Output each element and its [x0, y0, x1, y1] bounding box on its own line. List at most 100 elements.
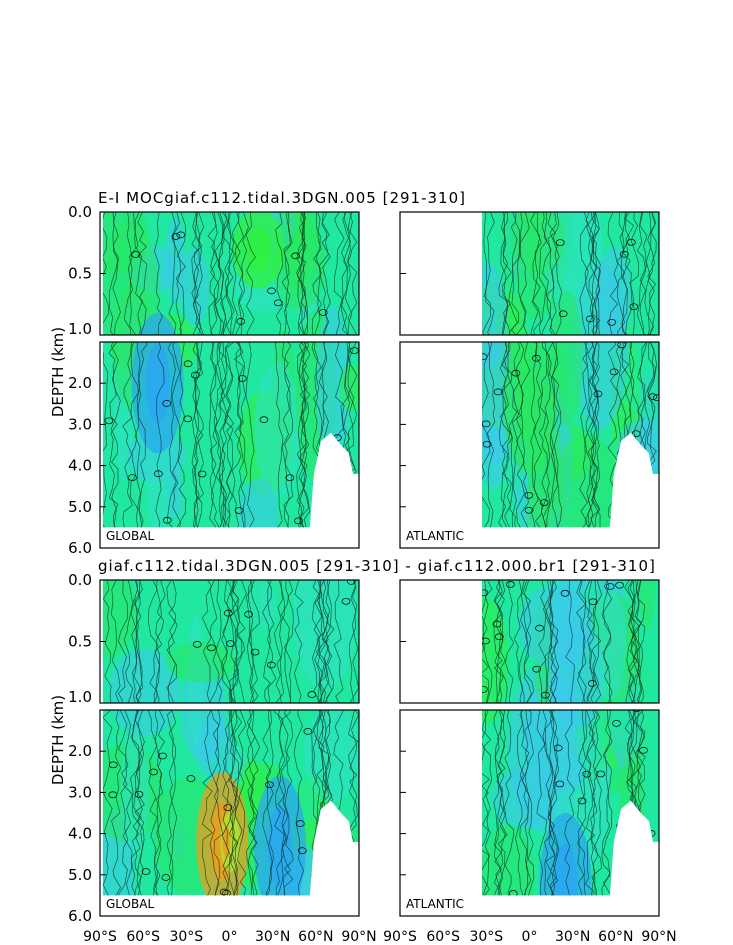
contour-line — [590, 212, 601, 528]
contour-line — [538, 212, 548, 528]
contour-line — [134, 580, 145, 896]
contour-circle — [154, 470, 163, 478]
contour-line — [310, 580, 322, 896]
contour-circle — [134, 790, 144, 798]
axes-frame-lower — [399, 341, 660, 549]
contour-circle — [131, 251, 141, 258]
contour-line — [541, 212, 552, 528]
field-layer — [98, 212, 661, 896]
contour-line — [108, 212, 119, 528]
contour-line — [564, 580, 575, 896]
contour-line — [223, 212, 234, 528]
contour-line — [130, 580, 141, 896]
contour-line — [547, 580, 558, 896]
contour-line — [584, 580, 596, 896]
feature-core-max-0 — [517, 363, 542, 444]
contour-circle — [620, 484, 630, 492]
xtick-label: 30°N — [255, 929, 290, 945]
contour-line — [201, 580, 213, 896]
contour-line — [493, 580, 504, 896]
field-patch — [596, 247, 631, 343]
contour-line — [191, 212, 201, 528]
contour-circle — [508, 890, 518, 896]
contour-line — [236, 580, 247, 896]
contour-line — [153, 580, 163, 896]
contour-circle — [222, 889, 231, 896]
contour-circle — [234, 507, 244, 514]
contour-line — [607, 212, 619, 528]
contour-line — [192, 212, 204, 528]
contour-circle — [186, 775, 196, 782]
contour-circle — [237, 375, 247, 382]
contour-line — [232, 580, 243, 896]
contour-line — [122, 212, 133, 528]
contour-circle — [494, 633, 504, 641]
contour-circle — [607, 318, 617, 326]
contour-circle — [492, 620, 502, 628]
contour-circle — [482, 589, 489, 597]
contour-line — [510, 212, 522, 528]
contour-line — [122, 580, 134, 896]
contour-line — [296, 212, 307, 528]
xtick-label: 60°S — [426, 929, 460, 945]
contour-line — [129, 212, 139, 528]
contour-line — [166, 212, 177, 528]
contour-line — [207, 212, 217, 528]
contour-circle — [587, 680, 597, 687]
ytick-label: 3.0 — [68, 783, 92, 801]
contour-line — [577, 580, 588, 896]
contour-line — [485, 212, 496, 528]
contour-circle — [524, 491, 534, 499]
contour-line — [283, 580, 294, 896]
contour-circle — [493, 388, 503, 396]
section2-ylabel: DEPTH (km) — [49, 695, 67, 785]
field-patch — [638, 580, 656, 630]
contour-line — [245, 212, 256, 528]
axes-frame-lower — [99, 341, 360, 549]
axis-gap — [398, 335, 661, 342]
axis-gap — [98, 335, 361, 342]
contour-circle — [307, 691, 317, 698]
contour-line — [209, 580, 220, 896]
contour-circle — [626, 238, 636, 246]
contour-line — [347, 212, 358, 528]
contour-line — [546, 212, 556, 528]
axes-frame-lower — [99, 709, 360, 917]
contour-circle — [341, 597, 351, 605]
contour-circle — [555, 239, 565, 246]
contour-line — [584, 212, 595, 528]
field-patch — [304, 705, 359, 802]
contour-circle — [619, 826, 629, 834]
basin-label-global: GLOBAL — [106, 529, 154, 543]
contour-circle — [629, 303, 639, 311]
field-patch — [482, 824, 536, 896]
field-patch — [549, 622, 606, 729]
contour-circle — [183, 415, 192, 423]
contour-circle — [648, 393, 658, 400]
xtick-label: 0° — [222, 929, 238, 945]
contour-line — [507, 212, 518, 528]
contour-line — [219, 212, 231, 528]
contour-line — [102, 580, 113, 896]
contour-line — [529, 212, 541, 528]
contour-circle — [197, 470, 207, 478]
contour-circle — [593, 390, 603, 398]
contour-circle — [532, 665, 542, 673]
contour-circle — [207, 644, 216, 652]
contour-circle — [266, 661, 276, 669]
feature-core-min-0 — [145, 343, 170, 424]
contour-circle — [297, 847, 307, 854]
contour-line — [549, 580, 560, 896]
basin-label-atlantic: ATLANTIC — [406, 897, 464, 911]
contour-circle — [104, 417, 114, 425]
field-patch — [121, 724, 149, 857]
contour-circle — [223, 804, 233, 811]
frame-layer: GLOBAL ATLANTIC GLOBAL ATLANTIC — [99, 211, 660, 917]
contour-line — [154, 212, 165, 528]
contour-line — [536, 580, 548, 896]
contour-circle — [596, 770, 605, 778]
section1-title: E-I MOCgiaf.c112.tidal.3DGN.005 [291-310… — [98, 189, 466, 207]
contour-line — [500, 212, 510, 528]
contour-circle — [652, 394, 659, 402]
contour-line — [519, 580, 530, 896]
